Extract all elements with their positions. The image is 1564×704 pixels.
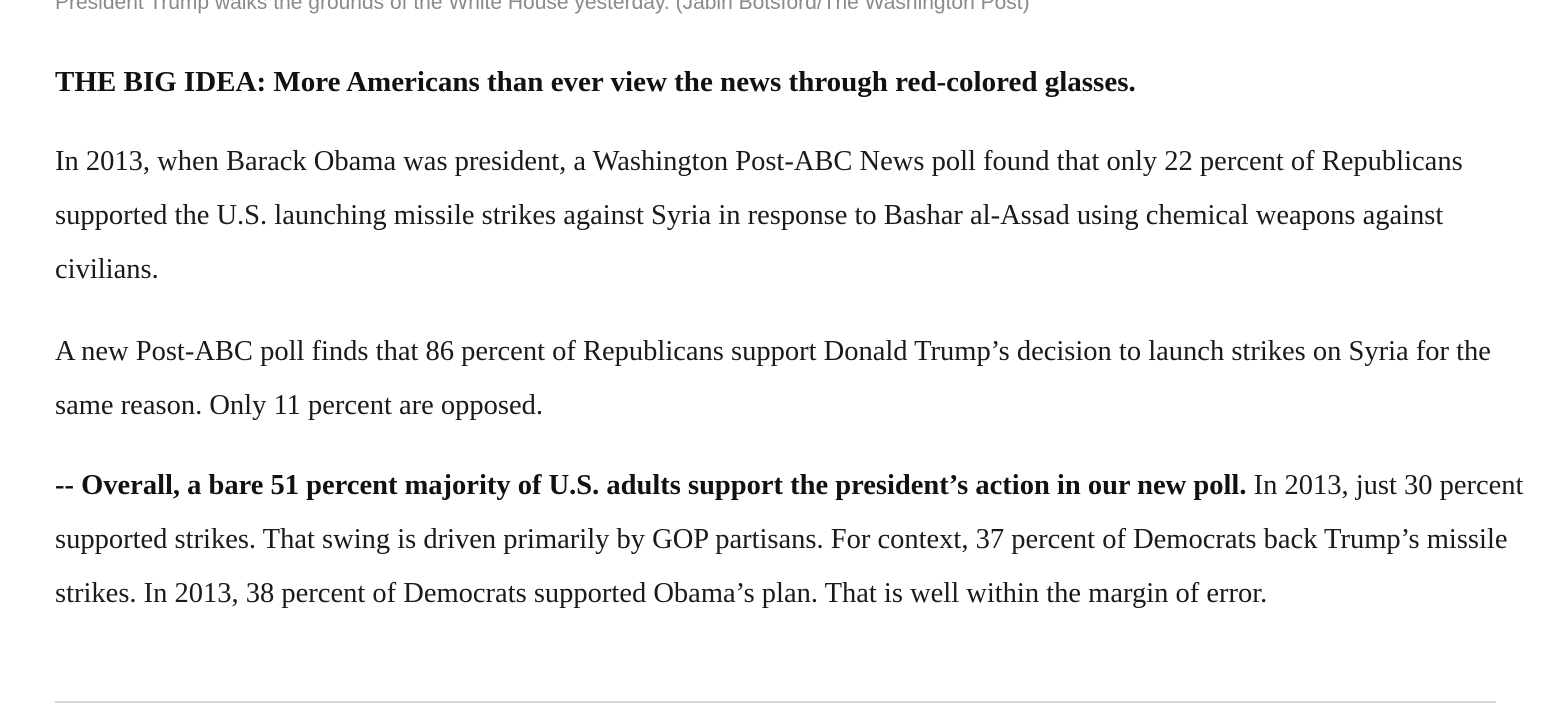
paragraph-3-lead-bold: -- Overall, a bare 51 percent majority o… bbox=[55, 470, 1247, 501]
paragraph-3-body: In 2013, just 30 percent supported strik… bbox=[55, 470, 1524, 609]
big-idea-headline: THE BIG IDEA: More Americans than ever v… bbox=[55, 66, 1136, 98]
photo-caption: President Trump walks the grounds of the… bbox=[55, 0, 1030, 14]
article-paragraph-1: In 2013, when Barack Obama was president… bbox=[55, 146, 1463, 285]
article-paragraph-3: -- Overall, a bare 51 percent majority o… bbox=[55, 459, 1525, 621]
article-paragraph-2: A new Post-ABC poll finds that 86 percen… bbox=[55, 336, 1491, 421]
section-divider bbox=[55, 701, 1496, 703]
